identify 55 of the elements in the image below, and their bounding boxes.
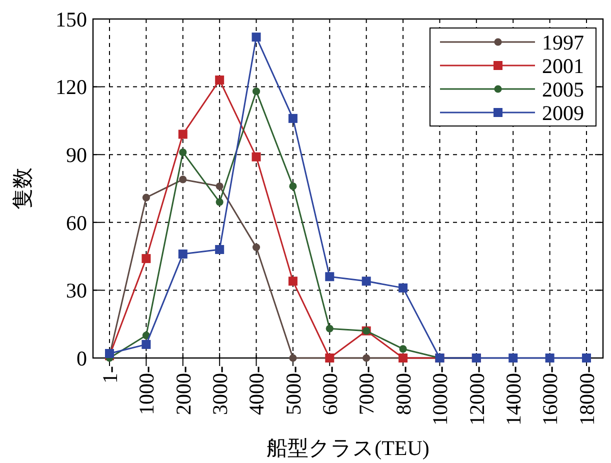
point — [252, 32, 261, 42]
x-tick-label: 2000- — [171, 366, 196, 415]
point — [399, 345, 407, 353]
point — [105, 348, 114, 358]
x-tick-label: 14000- — [501, 366, 526, 426]
point — [288, 114, 298, 123]
point — [179, 176, 187, 184]
point — [362, 276, 371, 286]
point — [289, 354, 297, 362]
x-axis-title: 船型クラス(TEU) — [266, 436, 430, 460]
point — [326, 324, 334, 332]
point — [142, 254, 151, 264]
x-tick-label: 6000- — [318, 366, 342, 415]
x-tick-label: 7000- — [354, 366, 379, 415]
point — [288, 276, 298, 286]
x-tick-label: 10000- — [428, 366, 452, 426]
x-tick-label: 1- — [98, 366, 122, 384]
point — [325, 272, 334, 282]
point — [178, 250, 188, 259]
y-tick-label: 30 — [66, 278, 87, 303]
point — [582, 354, 591, 362]
x-tick-label: 8000- — [391, 366, 416, 415]
x-tick-label: 12000- — [464, 366, 489, 426]
point — [179, 148, 187, 156]
point — [142, 194, 150, 202]
point — [252, 152, 261, 162]
y-tick-label: 90 — [66, 142, 87, 167]
x-tick-label: 18000- — [574, 366, 599, 426]
point — [252, 243, 260, 252]
x-tick-label: 5000- — [281, 366, 306, 415]
x-tick-label: 16000- — [538, 366, 562, 426]
legend-label: 2005 — [542, 77, 584, 102]
point — [178, 130, 188, 139]
point — [545, 354, 554, 362]
point — [362, 354, 370, 362]
y-tick-label: 60 — [66, 210, 87, 235]
point — [215, 245, 224, 254]
point — [215, 76, 224, 85]
legend-label: 2001 — [542, 54, 584, 78]
point — [508, 354, 518, 362]
y-axis-title: 隻数 — [10, 168, 34, 210]
point — [252, 88, 260, 96]
y-tick-label: 120 — [56, 75, 87, 100]
legend-label: 1997 — [542, 30, 584, 54]
point — [142, 340, 151, 349]
y-tick-label: 150 — [56, 7, 87, 32]
point — [216, 182, 224, 190]
point — [216, 198, 224, 206]
x-tick-label: 4000- — [244, 366, 269, 415]
point — [398, 283, 408, 292]
y-tick-label: 0 — [76, 346, 87, 370]
x-tick-label: 1000- — [134, 366, 159, 415]
legend-label: 2009 — [542, 100, 584, 125]
point — [289, 182, 297, 190]
x-tick-label: 3000- — [208, 366, 232, 415]
